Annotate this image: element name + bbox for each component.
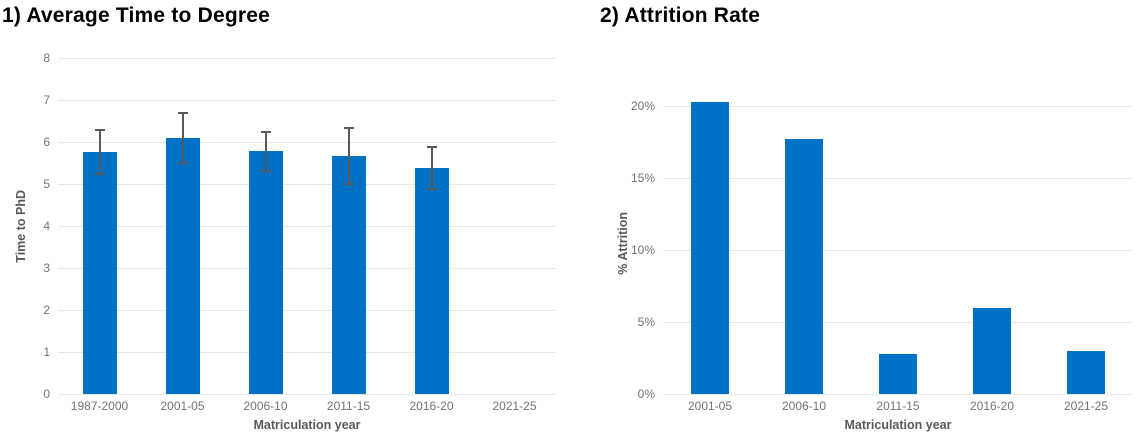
gridline [663,393,1133,395]
bar-2021-25 [1067,350,1105,394]
x-tick-labels: 1987-2000 2001-05 2006-10 2011-15 2016-20 202… [58,399,556,413]
x-tick-label: 2011-15 [876,399,920,413]
x-tick-label: 1987-2000 [70,399,129,413]
x-tick-label: 2006-10 [781,399,827,413]
x-tick-label: 2006-10 [243,399,288,413]
error-bar-cap-bottom [94,172,105,175]
chart-attrition-rate: 2) Attrition Rate % Attrition 0% 5% 10% 15%… [570,0,1140,437]
y-tick-label: 2 [43,303,50,317]
x-tick-label: 2016-20 [409,399,454,413]
bar-2011-15 [331,155,366,394]
plot-area: 0% 5% 10% 15% 20% [631,92,1133,401]
error-bar-line [98,129,101,174]
y-tick-label: 8 [43,51,50,65]
error-bar-cap-top [343,126,354,129]
y-tick-label: 5 [43,177,50,191]
bar-2016-20 [414,168,449,394]
gridline [58,183,556,185]
y-tick-label: 15% [630,171,655,186]
y-tick-label: 10% [630,243,655,258]
x-tick-label: 2001-05 [160,399,205,413]
error-bar-cap-top [260,130,271,133]
bar-2006-10 [248,151,283,394]
gridline [58,57,556,59]
plot-area: 0 1 2 3 4 5 6 7 8 [43,51,556,401]
gridline [58,309,556,311]
gridline [663,105,1133,107]
y-tick-label: 0 [43,387,50,401]
gridline [58,141,556,143]
y-tick-label: 0% [637,387,655,401]
error-bar-line [347,127,350,184]
gridline [663,249,1133,251]
error-bar-line [264,131,267,171]
y-tick-label: 20% [630,99,655,114]
bar-2006-10 [785,139,823,394]
gridline [58,99,556,101]
bar-2011-15 [879,353,917,394]
y-tick-label: 1 [43,345,50,359]
error-bar-cap-bottom [343,183,354,185]
error-bar-cap-bottom [177,162,188,164]
y-tick-label: 5% [637,315,655,330]
y-tick-label: 7 [43,93,50,107]
chart-title: 1) Average Time to Degree [2,4,270,27]
x-tick-label: 2016-20 [969,399,1015,413]
x-tick-label: 2001-05 [687,399,733,413]
error-bar-cap-top [177,111,188,114]
error-bar-cap-top [426,146,437,149]
bar-2001-05 [165,137,200,394]
y-tick-label: 3 [43,261,50,275]
error-bar-line [181,112,184,163]
bar-1987-2000 [82,151,117,394]
bar-2001-05 [691,102,729,394]
gridline [663,321,1133,323]
bar-2016-20 [973,307,1011,394]
error-bar-cap-bottom [426,188,437,191]
chart-title: 2) Attrition Rate [600,4,761,27]
x-tick-label: 2021-25 [492,399,537,413]
error-bar-cap-bottom [260,169,271,172]
gridline [58,393,556,395]
error-bar-line [430,147,433,190]
gridline [58,225,556,227]
error-bar-cap-top [94,128,105,131]
gridline [663,177,1133,179]
x-axis-title: Matriculation year [253,418,361,432]
gridline [58,267,556,269]
x-tick-labels: 2001-05 2006-10 2011-15 2016-20 2021-25 [663,399,1133,413]
x-tick-label: 2011-15 [326,399,371,413]
x-axis-title: Matriculation year [844,418,952,432]
gridline [58,351,556,353]
y-tick-label: 4 [43,219,50,233]
x-tick-label: 2021-25 [1063,399,1109,413]
y-tick-label: 6 [43,135,50,149]
